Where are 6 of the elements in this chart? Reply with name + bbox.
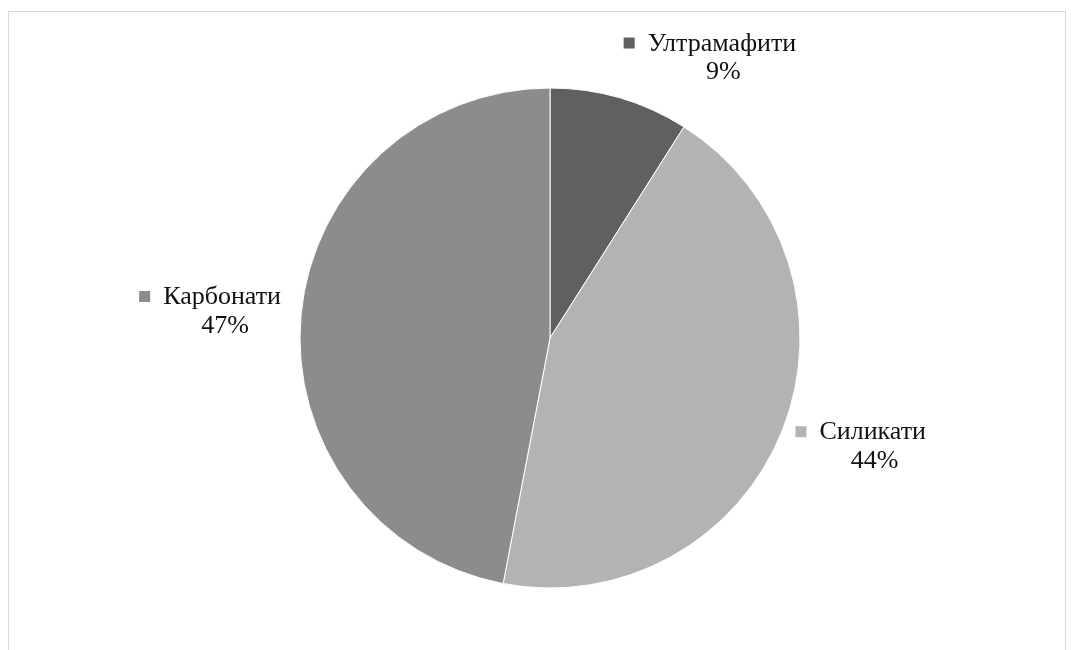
legend-label: Ултрамафити — [647, 27, 797, 57]
data-label: 9% — [706, 56, 741, 86]
data-label: 44% — [850, 444, 899, 474]
legend-label: Силикати — [819, 416, 927, 446]
legend-label: Карбонати — [163, 280, 282, 310]
data-label: 47% — [201, 309, 249, 339]
